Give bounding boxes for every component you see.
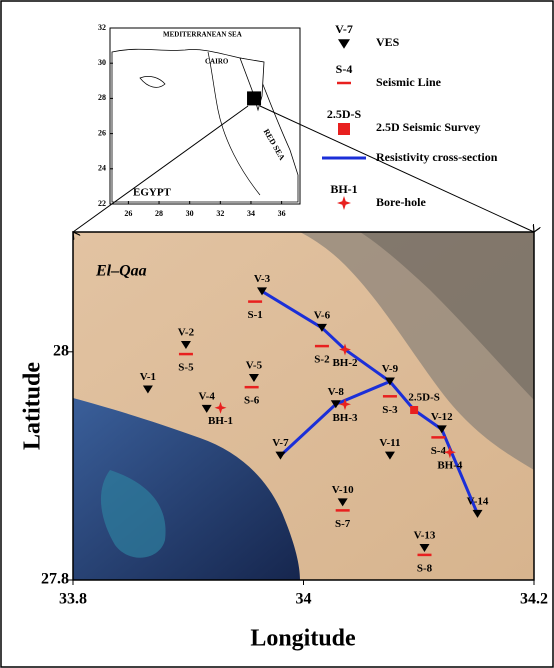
- inset-y-tick-label: 28: [98, 93, 106, 102]
- legend-label: Resistivity cross-section: [376, 150, 498, 164]
- seismic-label: S-4: [431, 445, 447, 457]
- borehole-label: BH-2: [332, 357, 358, 369]
- x-tick-label: 33.8: [59, 591, 87, 608]
- ves-label: V-8: [328, 386, 345, 398]
- ves-label: V-5: [246, 360, 263, 372]
- ves-label: V-9: [382, 363, 399, 375]
- legend-label: 2.5D Seismic Survey: [376, 120, 480, 134]
- survey-point: [410, 406, 418, 414]
- legend-label: Seismic Line: [376, 75, 442, 89]
- ves-label: V-11: [379, 437, 400, 449]
- inset-label: CAIRO: [205, 58, 229, 66]
- ves-label: V-12: [431, 411, 453, 423]
- seismic-label: S-2: [314, 354, 330, 366]
- seismic-label: S-7: [335, 518, 351, 530]
- legend-symbol: BH-1: [330, 182, 357, 196]
- inset-y-tick-label: 32: [98, 23, 106, 32]
- legend-symbol: 2.5D-S: [327, 107, 362, 121]
- ves-label: V-1: [140, 371, 156, 383]
- figure-svg: MEDITERRANEAN SEA CAIRO RED SEA EGYPT Lo…: [0, 0, 554, 668]
- borehole-label: BH-4: [437, 460, 463, 472]
- x-tick-label: 34.2: [520, 591, 548, 608]
- inset-x-tick-label: 30: [186, 209, 194, 218]
- figure: MEDITERRANEAN SEA CAIRO RED SEA EGYPT Lo…: [0, 0, 554, 668]
- inset-x-tick-label: 26: [124, 209, 132, 218]
- map-title: El–Qaa: [95, 263, 147, 280]
- inset-y-tick-label: 26: [98, 128, 106, 137]
- inset-x-tick-label: 28: [155, 209, 163, 218]
- ves-label: V-3: [254, 273, 271, 285]
- ves-label: V-2: [178, 326, 195, 338]
- seismic-label: S-3: [382, 404, 398, 416]
- ves-label: V-4: [199, 390, 216, 402]
- survey-label: 2.5D-S: [408, 392, 439, 404]
- inset-x-tick-label: 36: [278, 209, 286, 218]
- inset-label: EGYPT: [133, 187, 172, 199]
- ves-label: V-13: [414, 530, 436, 542]
- ves-label: V-7: [272, 437, 289, 449]
- inset-y-tick-label: 24: [98, 164, 106, 173]
- inset-frame: [110, 28, 300, 204]
- inset-label: MEDITERRANEAN SEA: [163, 31, 242, 39]
- ves-label: V-14: [467, 495, 489, 507]
- legend-symbol: V-7: [335, 22, 353, 36]
- seismic-label: S-5: [178, 362, 194, 374]
- site-marker: [247, 91, 261, 105]
- seismic-label: S-6: [244, 395, 260, 407]
- y-tick-label: 28: [53, 342, 69, 359]
- seismic-label: S-1: [247, 309, 262, 321]
- x-tick-label: 34: [296, 591, 312, 608]
- inset-x-tick-label: 32: [216, 209, 224, 218]
- borehole-label: BH-3: [332, 412, 358, 424]
- y-axis-label: Latitude: [20, 362, 46, 450]
- borehole-label: BH-1: [208, 415, 233, 427]
- x-axis-label: Longitude: [250, 626, 356, 652]
- ves-label: V-6: [314, 309, 331, 321]
- y-tick-label: 27.8: [41, 571, 69, 588]
- legend-survey: [338, 123, 350, 135]
- ves-label: V-10: [332, 484, 354, 496]
- inset-y-tick-label: 22: [98, 199, 106, 208]
- legend-symbol: S-4: [336, 62, 353, 76]
- inset-y-tick-label: 30: [98, 58, 106, 67]
- legend-label: Bore-hole: [376, 195, 426, 209]
- seismic-label: S-8: [417, 562, 433, 574]
- legend-label: VES: [376, 35, 400, 49]
- inset-x-tick-label: 34: [247, 209, 255, 218]
